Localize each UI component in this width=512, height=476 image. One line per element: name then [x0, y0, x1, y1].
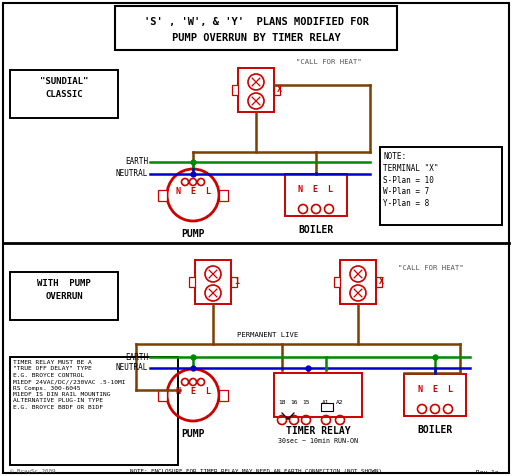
- FancyBboxPatch shape: [10, 272, 118, 320]
- Text: TIMER RELAY MUST BE A
"TRUE OFF DELAY" TYPE
E.G. BROYCE CONTROL
M1EDF 24VAC/DC//: TIMER RELAY MUST BE A "TRUE OFF DELAY" T…: [13, 360, 125, 410]
- FancyBboxPatch shape: [10, 357, 178, 465]
- Text: © BraySc 2009: © BraySc 2009: [10, 469, 55, 475]
- Text: "CALL FOR HEAT": "CALL FOR HEAT": [296, 59, 361, 65]
- Text: NOTE:
TERMINAL "X"
S-Plan = 10
W-Plan = 7
Y-Plan = 8: NOTE: TERMINAL "X" S-Plan = 10 W-Plan = …: [383, 152, 438, 208]
- FancyBboxPatch shape: [219, 389, 228, 400]
- Text: N  E  L: N E L: [176, 187, 210, 196]
- Text: 1: 1: [234, 278, 239, 287]
- Text: BOILER: BOILER: [298, 225, 334, 235]
- Text: A2: A2: [336, 400, 344, 406]
- FancyBboxPatch shape: [189, 277, 195, 287]
- FancyBboxPatch shape: [238, 68, 274, 112]
- FancyBboxPatch shape: [376, 277, 382, 287]
- FancyBboxPatch shape: [285, 174, 347, 216]
- Text: EARTH: EARTH: [125, 158, 148, 167]
- Text: 18: 18: [278, 400, 286, 406]
- Text: NEUTRAL: NEUTRAL: [116, 364, 148, 373]
- FancyBboxPatch shape: [334, 277, 340, 287]
- FancyBboxPatch shape: [380, 147, 502, 225]
- Text: PUMP: PUMP: [181, 229, 205, 239]
- FancyBboxPatch shape: [404, 374, 466, 416]
- Text: 16: 16: [290, 400, 298, 406]
- FancyBboxPatch shape: [115, 6, 397, 50]
- FancyBboxPatch shape: [10, 70, 118, 118]
- FancyBboxPatch shape: [231, 277, 237, 287]
- Text: N  E  L: N E L: [176, 387, 210, 396]
- Text: PUMP OVERRUN BY TIMER RELAY: PUMP OVERRUN BY TIMER RELAY: [172, 33, 340, 43]
- FancyBboxPatch shape: [274, 373, 362, 417]
- Text: WITH  PUMP
OVERRUN: WITH PUMP OVERRUN: [37, 279, 91, 301]
- Text: BOILER: BOILER: [417, 425, 453, 435]
- FancyBboxPatch shape: [195, 260, 231, 304]
- Text: NEUTRAL: NEUTRAL: [116, 169, 148, 178]
- Text: Rev 1a: Rev 1a: [476, 469, 498, 475]
- Text: 'S' , 'W', & 'Y'  PLANS MODIFIED FOR: 'S' , 'W', & 'Y' PLANS MODIFIED FOR: [143, 17, 369, 27]
- FancyBboxPatch shape: [232, 85, 238, 95]
- FancyBboxPatch shape: [274, 85, 280, 95]
- FancyBboxPatch shape: [158, 189, 167, 200]
- FancyBboxPatch shape: [158, 389, 167, 400]
- Text: N  E  L: N E L: [417, 385, 453, 394]
- Text: "SUNDIAL"
CLASSIC: "SUNDIAL" CLASSIC: [40, 77, 88, 99]
- Text: PUMP: PUMP: [181, 429, 205, 439]
- FancyBboxPatch shape: [340, 260, 376, 304]
- Text: EARTH: EARTH: [125, 353, 148, 361]
- Text: TIMER RELAY: TIMER RELAY: [286, 426, 350, 436]
- Text: X: X: [277, 86, 282, 95]
- FancyBboxPatch shape: [321, 403, 333, 411]
- Text: A1: A1: [322, 400, 330, 406]
- Text: "CALL FOR HEAT": "CALL FOR HEAT": [398, 265, 464, 271]
- FancyBboxPatch shape: [219, 189, 228, 200]
- Text: NOTE: ENCLOSURE FOR TIMER RELAY MAY NEED AN EARTH CONNECTION (NOT SHOWN): NOTE: ENCLOSURE FOR TIMER RELAY MAY NEED…: [130, 469, 382, 475]
- Text: X: X: [379, 278, 384, 287]
- Text: 15: 15: [302, 400, 310, 406]
- Text: 30sec ~ 10min RUN-ON: 30sec ~ 10min RUN-ON: [278, 438, 358, 444]
- Text: PERMANENT LIVE: PERMANENT LIVE: [238, 332, 298, 338]
- FancyBboxPatch shape: [3, 3, 509, 473]
- Text: N  E  L: N E L: [298, 185, 333, 194]
